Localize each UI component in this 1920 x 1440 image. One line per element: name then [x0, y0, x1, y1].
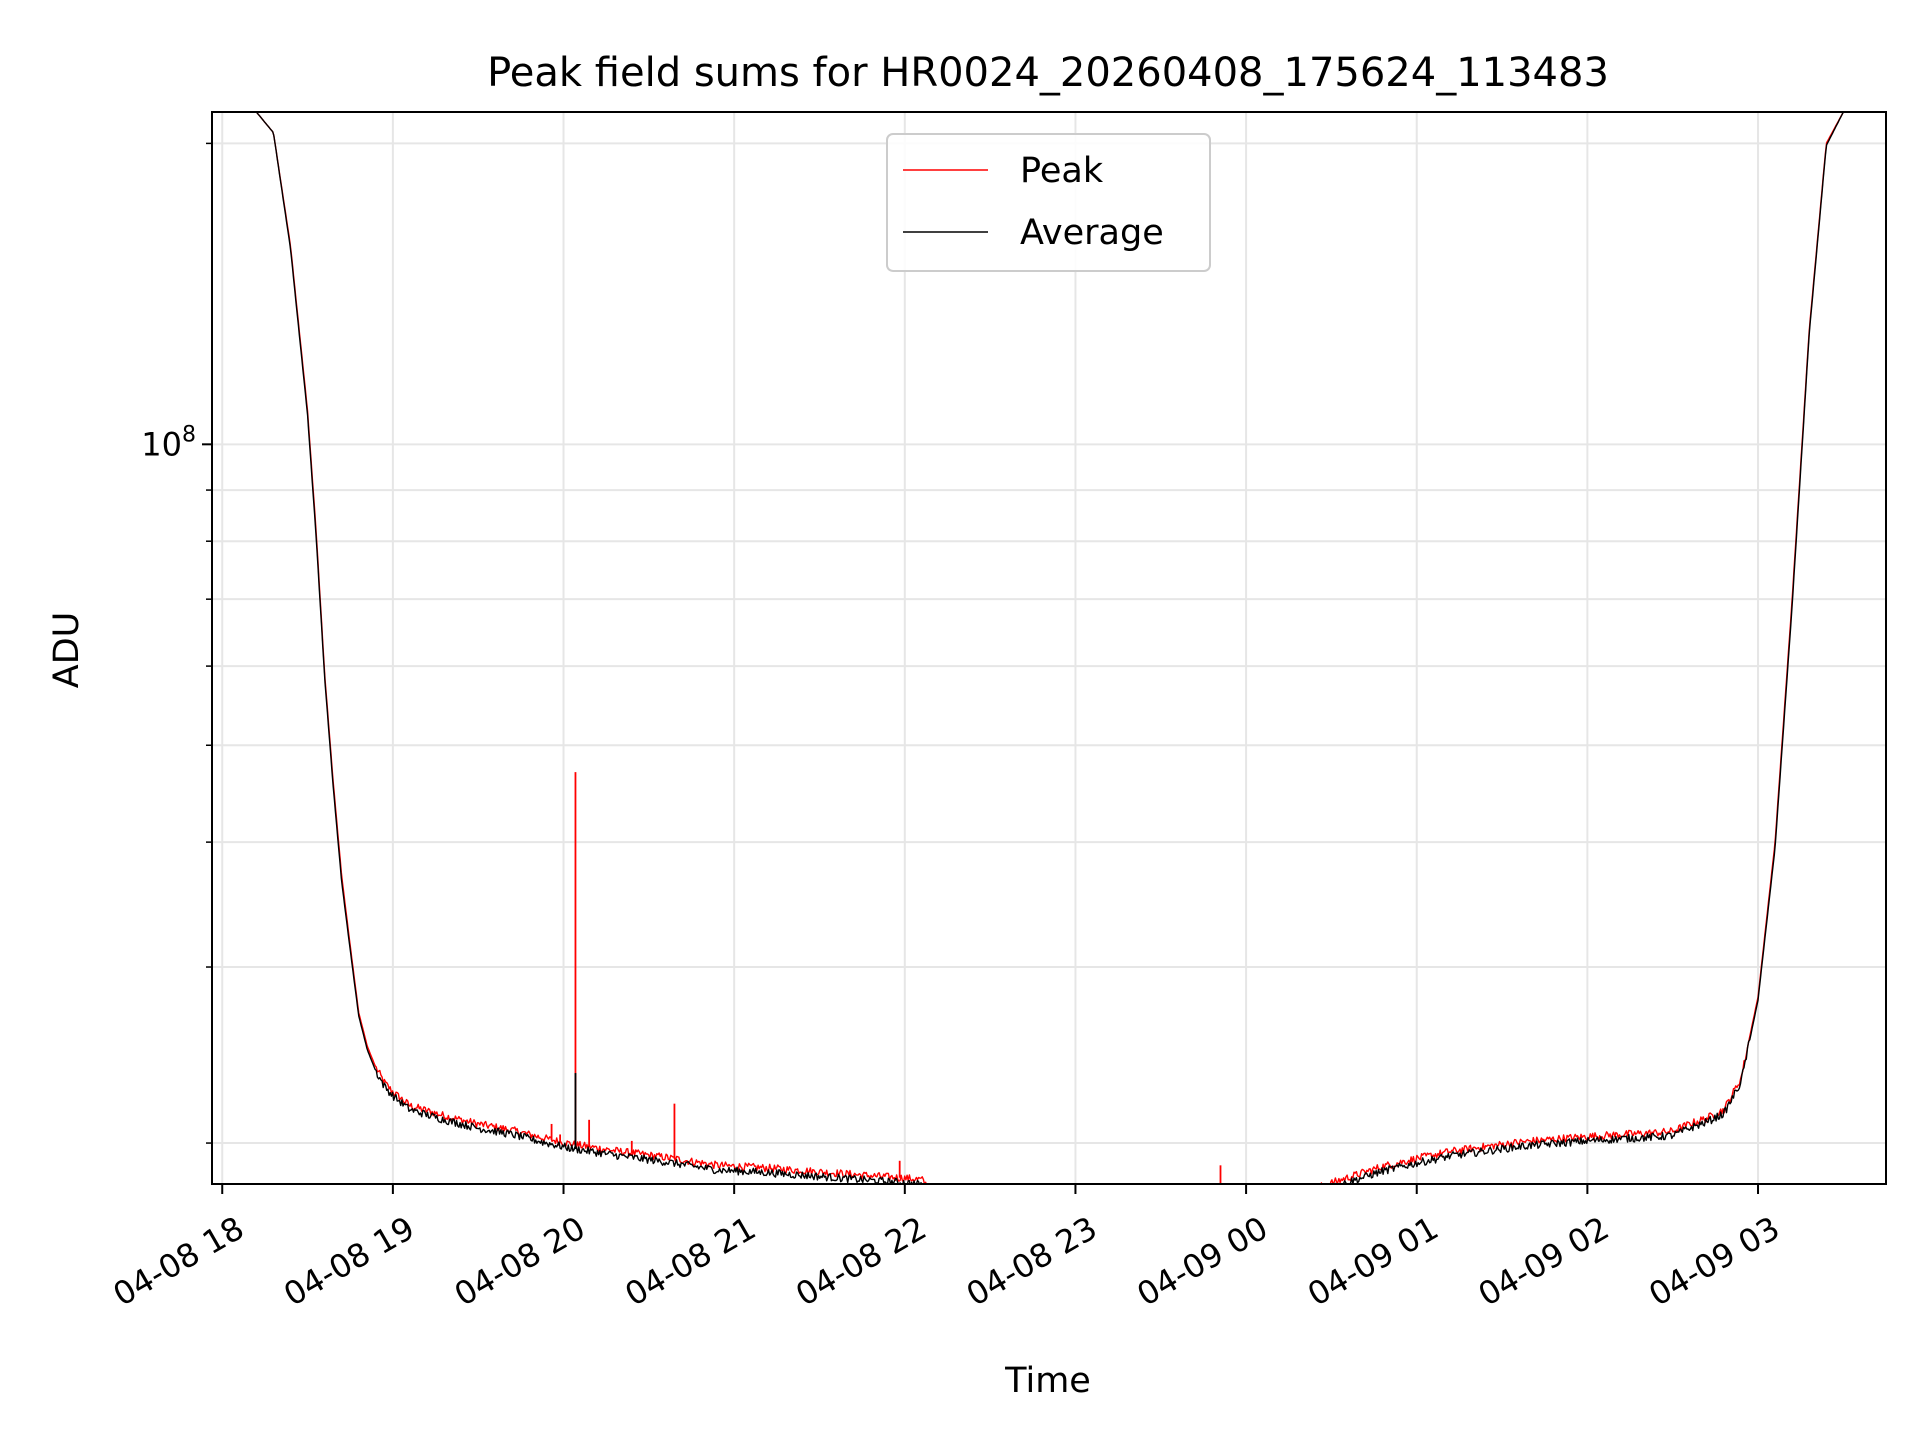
- series-layer: [255, 112, 1886, 1184]
- plot-frame: [211, 111, 1887, 1185]
- series-average: [255, 112, 1886, 1184]
- chart-title: Peak field sums for HR0024_20260408_1756…: [487, 50, 1609, 96]
- peak-line: [255, 112, 1886, 1184]
- y-axis: 108: [141, 142, 212, 1144]
- x-axis-label: Time: [1004, 1361, 1091, 1401]
- legend-peak-label: Peak: [1020, 151, 1104, 191]
- y-axis-label: ADU: [47, 612, 87, 689]
- legend: Peak Average: [886, 133, 1211, 272]
- y-tick-label: 108: [141, 422, 196, 463]
- grid-lines: [212, 112, 1886, 1184]
- legend-average-label: Average: [1020, 213, 1164, 253]
- legend-frame: [886, 133, 1211, 272]
- average-line: [255, 112, 1886, 1184]
